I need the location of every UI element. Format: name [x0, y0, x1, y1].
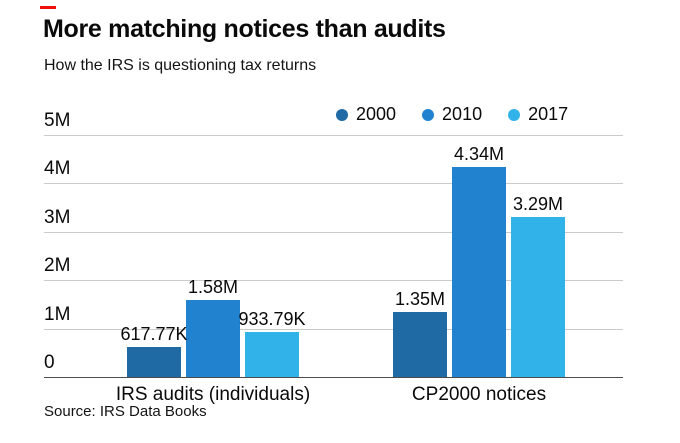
gridline: [44, 280, 623, 281]
gridline: [44, 183, 623, 184]
source-note: Source: IRS Data Books: [44, 403, 207, 420]
gridline: [44, 377, 623, 378]
ytick-label: 3M: [44, 206, 71, 228]
value-label: 3.29M: [512, 194, 564, 215]
ytick-label: 2M: [44, 255, 71, 276]
legend-label: 2000: [356, 104, 397, 124]
category-label: CP2000 notices: [411, 384, 547, 405]
legend-label: 2017: [528, 104, 569, 124]
bar-2000-group2: [393, 311, 447, 377]
legend-dot-icon: [508, 108, 521, 121]
chart-title: More matching notices than audits: [43, 15, 446, 43]
legend-item-2000: 2000: [336, 104, 396, 125]
category-label: IRS audits (individuals): [115, 384, 311, 405]
bar-2010-group1: [186, 300, 240, 377]
chart-subtitle: How the IRS is questioning tax returns: [44, 57, 317, 74]
bar-2017-group1: [245, 331, 299, 377]
brand-accent-dash: [40, 6, 56, 9]
legend-dot-icon: [422, 108, 435, 121]
legend-item-2017: 2017: [508, 104, 568, 125]
gridline: [44, 134, 623, 136]
value-label: 933.79K: [238, 308, 306, 329]
ytick-label: 5M: [44, 109, 71, 131]
legend-item-2010: 2010: [422, 104, 482, 125]
legend: 2000 2010 2017: [336, 104, 568, 125]
value-label: 4.34M: [453, 143, 505, 164]
bar-2017-group2: [511, 217, 565, 377]
ytick-label: 0: [44, 352, 55, 373]
value-label: 617.77K: [120, 324, 188, 345]
legend-label: 2010: [442, 104, 483, 124]
bar-2000-group1: [127, 347, 181, 377]
legend-dot-icon: [336, 108, 348, 121]
ytick-label: 1M: [44, 303, 71, 325]
ytick-label: 4M: [44, 158, 71, 179]
gridline: [44, 231, 623, 233]
gridline: [44, 328, 623, 330]
value-label: 1.58M: [187, 277, 239, 298]
bar-2010-group2: [452, 166, 506, 377]
value-label: 1.35M: [394, 288, 446, 309]
